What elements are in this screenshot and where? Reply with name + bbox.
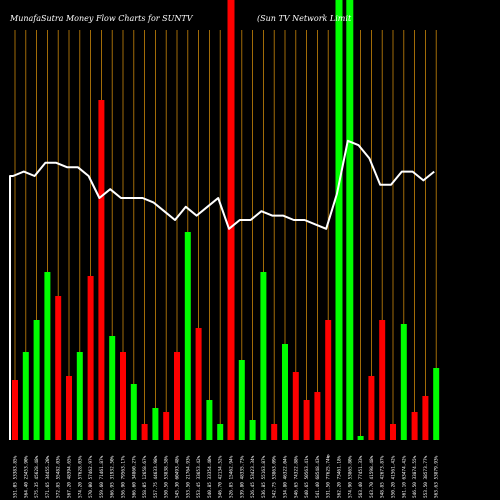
- bar-9: [98, 100, 105, 440]
- x-tick-label: 550.50 53838.58%: [164, 455, 170, 498]
- x-tick-label: 553.50 21764.93%: [185, 455, 191, 498]
- bar-32: [346, 0, 354, 440]
- bar-18: [195, 328, 202, 440]
- bar-1: [12, 380, 18, 440]
- bar-3: [33, 320, 40, 440]
- x-tick-label: 567.20 48394.65%: [67, 455, 73, 498]
- bar-31: [335, 0, 343, 440]
- x-tick-labels: 551.05 53383.85% 564.40 23453.90% 575.35 4…: [13, 455, 440, 498]
- bar-33: [357, 436, 364, 440]
- x-tick-label: 574.90 53865.80%: [347, 455, 353, 498]
- bar-21: [227, 0, 235, 440]
- x-tick-label: 546.70 42134.52%: [218, 455, 224, 498]
- x-tick-label: 550.20 41561.42%: [391, 455, 397, 498]
- bar-8: [87, 276, 94, 440]
- bar-20: [217, 424, 224, 440]
- bar-30: [325, 320, 332, 440]
- money-flow-line: [9, 139, 435, 440]
- bar-35: [379, 320, 386, 440]
- x-tick-label: 553.50 38573.77%: [423, 455, 429, 498]
- axis-marker-label: 0: [327, 454, 330, 459]
- bar-40: [433, 368, 440, 440]
- bar-4: [44, 272, 51, 440]
- x-tick-label: 564.40 23453.90%: [23, 455, 29, 498]
- x-tick-label: 551.05 53383.85%: [13, 455, 19, 498]
- x-tick-label: 546.50 33874.55%: [412, 455, 418, 498]
- bar-2: [22, 352, 29, 440]
- bar-11: [120, 352, 126, 440]
- bar-24: [260, 272, 267, 440]
- bar-38: [411, 412, 418, 440]
- x-tick-label: 553.45 33653.42%: [196, 455, 202, 498]
- line-series: [9, 139, 435, 440]
- x-tick-label: 574.20 57628.03%: [77, 455, 83, 498]
- x-tick-label: 570.00 57462.97%: [88, 455, 94, 498]
- x-tick-label: 541.40 68548.43%: [315, 455, 321, 498]
- x-tick-label: 539.80 48335.73%: [239, 455, 245, 498]
- x-tick-label: 540.85 33354.40%: [207, 455, 213, 498]
- x-tick-label: 556.90 79563.17%: [121, 455, 127, 498]
- x-tick-label: 566.95 31932.50%: [110, 455, 116, 498]
- x-tick-label: 563.40 77451.33%: [358, 455, 364, 498]
- bar-37: [400, 324, 407, 440]
- x-tick-label: 526.45 53423.34%: [250, 455, 256, 498]
- bar-17: [184, 232, 191, 440]
- bar-23: [249, 420, 256, 440]
- x-tick-label: 543.70 41598.48%: [369, 455, 375, 498]
- bar-26: [282, 344, 288, 440]
- x-tick-label: 548.85 42673.87%: [380, 455, 386, 498]
- x-tick-label: 534.80 46322.04%: [283, 455, 289, 498]
- x-tick-label: 562.20 73461.18%: [337, 455, 343, 498]
- bar-6: [66, 376, 72, 440]
- bar-36: [390, 424, 396, 440]
- bar-14: [152, 408, 159, 440]
- bar-34: [368, 376, 375, 440]
- x-tick-label: 542.75 53863.09%: [272, 455, 278, 498]
- x-tick-label: 558.05 12658.67%: [142, 455, 148, 498]
- bar-19: [206, 400, 213, 440]
- bar-15: [163, 412, 170, 440]
- x-tick-label: 566.60 34860.27%: [131, 455, 137, 498]
- bar-13: [141, 424, 148, 440]
- x-tick-label: 563.63 53879.93%: [434, 455, 440, 498]
- x-tick-label: 531.50 77625.74%: [326, 455, 332, 498]
- bar-22: [238, 360, 245, 440]
- bar-7: [76, 352, 83, 440]
- x-tick-label: 536.85 55163.87%: [261, 455, 267, 498]
- x-tick-label: 526.85 15462.94%: [229, 455, 235, 498]
- x-tick-label: 571.65 34455.20%: [45, 455, 51, 498]
- chart-subtitle: (Sun TV Network Limit: [257, 14, 352, 23]
- bar-28: [303, 400, 310, 440]
- bar-10: [109, 336, 116, 440]
- bar-27: [292, 372, 299, 440]
- x-tick-label: 559.60 71461.87%: [99, 455, 105, 498]
- bar-16: [174, 352, 180, 440]
- bar-12: [130, 384, 137, 440]
- x-tick-label: 546.65 74322.88%: [293, 455, 299, 498]
- x-tick-label: 572.85 55482.03%: [56, 455, 62, 498]
- chart-title: MunafaSutra Money Flow Charts for SUNTV: [9, 14, 194, 23]
- bar-39: [422, 396, 429, 440]
- bar-25: [271, 424, 278, 440]
- x-tick-label: 561.10 63474.42%: [401, 455, 407, 498]
- x-tick-label: 557.75 44633.98%: [153, 455, 159, 498]
- x-tick-label: 540.65 50563.41%: [304, 455, 310, 498]
- bar-5: [55, 296, 62, 440]
- x-tick-label: 545.30 60493.48%: [175, 455, 181, 498]
- x-tick-label: 575.35 45628.48%: [34, 455, 40, 498]
- bar-29: [314, 392, 321, 440]
- bar-series: [12, 0, 440, 440]
